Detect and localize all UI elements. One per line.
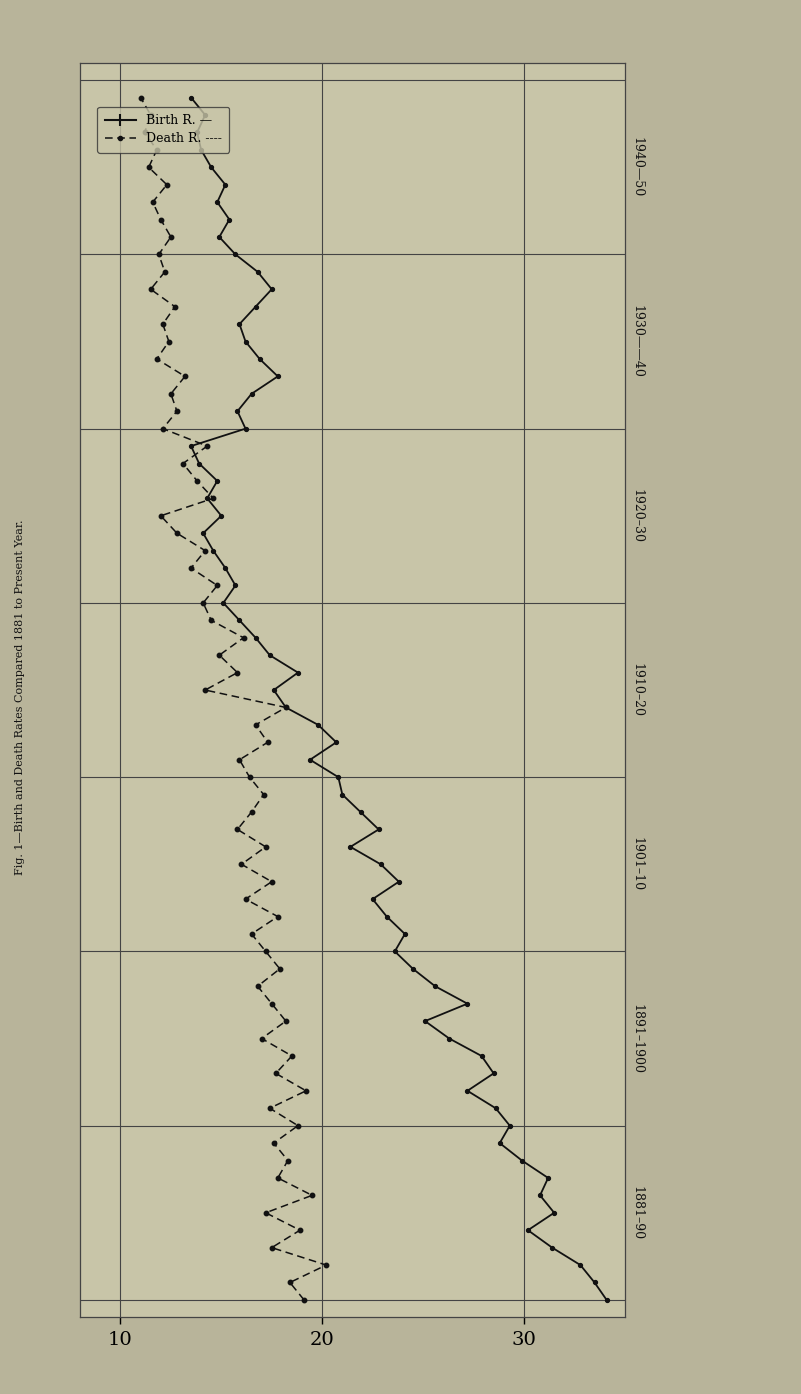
Text: 1891–1900: 1891–1900 [630, 1004, 643, 1073]
Text: 1901–10: 1901–10 [630, 838, 643, 891]
Text: 1910–20: 1910–20 [630, 664, 643, 717]
Legend: Birth R. —, Death R. ----: Birth R. —, Death R. ---- [97, 106, 229, 152]
Text: 1940—50: 1940—50 [630, 137, 643, 198]
Text: Fig. 1—Birth and Death Rates Compared 1881 to Present Year.: Fig. 1—Birth and Death Rates Compared 18… [15, 519, 25, 875]
Text: 1881–90: 1881–90 [630, 1186, 643, 1239]
Text: 1930——40: 1930——40 [630, 305, 643, 378]
Text: 1920–30: 1920–30 [630, 489, 643, 542]
